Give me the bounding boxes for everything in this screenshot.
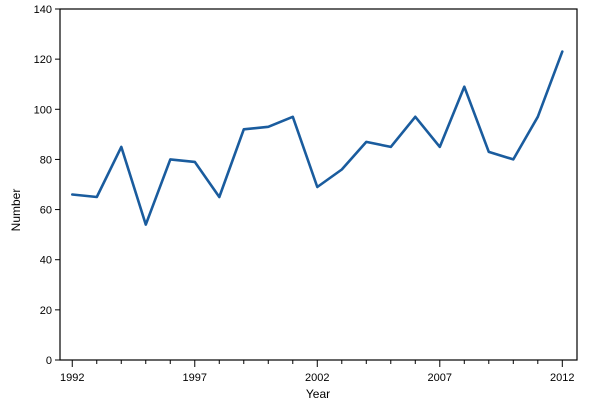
x-tick-label: 2012 <box>550 372 574 384</box>
y-axis: 0 20 40 60 80 100 120 140 <box>34 4 60 367</box>
x-axis-title: Year <box>306 387 330 401</box>
y-tick-label: 60 <box>40 205 52 217</box>
x-axis: 1992 1997 2002 2007 2012 <box>60 360 575 384</box>
y-tick-label: 140 <box>34 4 52 16</box>
y-tick-label: 120 <box>34 54 52 66</box>
x-tick-label: 1997 <box>183 372 207 384</box>
y-tick-label: 40 <box>40 255 52 267</box>
x-tick-label: 2007 <box>428 372 452 384</box>
x-tick-label: 1992 <box>60 372 84 384</box>
y-tick-label: 0 <box>46 355 52 367</box>
y-axis-title: Number <box>9 189 23 232</box>
y-tick-label: 100 <box>34 104 52 116</box>
series-line <box>71 50 564 226</box>
y-tick-label: 80 <box>40 154 52 166</box>
series-layer <box>71 50 564 226</box>
y-tick-label: 20 <box>40 305 52 317</box>
x-tick-label: 2002 <box>305 372 329 384</box>
plot-frame <box>59 8 578 361</box>
